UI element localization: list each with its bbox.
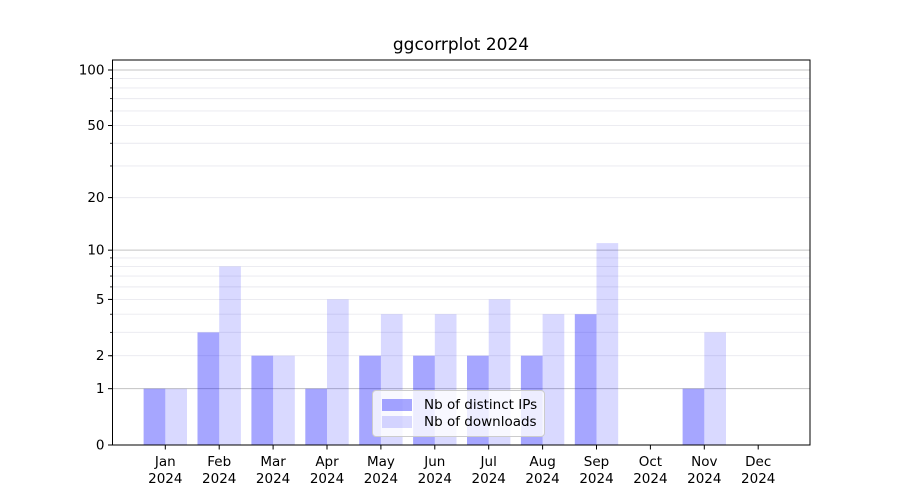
x-axis-labels: Jan2024Feb2024Mar2024Apr2024May2024Jun20… bbox=[148, 454, 775, 487]
y-tick-label: 2 bbox=[96, 348, 105, 364]
y-tick-label: 50 bbox=[87, 118, 104, 134]
bar-ips-sep bbox=[574, 314, 597, 445]
x-tick-label-month: Mar bbox=[260, 454, 286, 470]
x-tick-label-month: Apr bbox=[315, 454, 339, 470]
x-tick-label-month: Jul bbox=[480, 454, 497, 470]
gridlines-major bbox=[112, 69, 810, 390]
x-tick-label-month: Nov bbox=[691, 454, 717, 470]
bar-downloads-aug bbox=[542, 314, 565, 445]
y-tick-label: 0 bbox=[96, 438, 105, 454]
legend-swatch-downloads bbox=[382, 416, 412, 428]
x-tick-label-month: Jan bbox=[154, 454, 176, 470]
x-tick-label-month: Dec bbox=[745, 454, 771, 470]
x-tick-label-month: Aug bbox=[529, 454, 555, 470]
x-tick-label-year: 2024 bbox=[148, 471, 182, 487]
y-axis-ticks bbox=[108, 69, 113, 446]
legend-item-distinct-ips: Nb of distinct IPs bbox=[382, 397, 538, 413]
bar-ips-nov bbox=[682, 388, 705, 445]
bar-ips-feb bbox=[197, 332, 220, 445]
gridlines-minor bbox=[112, 78, 810, 357]
plot-frame bbox=[112, 59, 811, 446]
y-tick-label: 1 bbox=[96, 381, 105, 397]
bar-downloads-mar bbox=[273, 355, 295, 445]
x-tick-label-month: Feb bbox=[207, 454, 231, 470]
y-tick-label: 20 bbox=[87, 190, 104, 206]
legend-swatch-distinct-ips bbox=[382, 399, 412, 411]
x-tick-label-year: 2024 bbox=[579, 471, 613, 487]
x-tick-label-year: 2024 bbox=[687, 471, 721, 487]
bar-ips-jan bbox=[143, 388, 166, 445]
y-tick-label: 100 bbox=[79, 63, 105, 79]
y-tick-label: 5 bbox=[96, 292, 105, 308]
x-tick-label-year: 2024 bbox=[418, 471, 452, 487]
x-tick-label-year: 2024 bbox=[741, 471, 775, 487]
bar-ips-mar bbox=[251, 355, 274, 445]
x-tick-label-month: Jun bbox=[423, 454, 445, 470]
x-tick-label-year: 2024 bbox=[202, 471, 236, 487]
x-axis-ticks bbox=[164, 445, 759, 450]
bar-downloads-apr bbox=[327, 299, 349, 445]
x-tick-label-year: 2024 bbox=[364, 471, 398, 487]
bar-ips-apr bbox=[305, 388, 327, 445]
x-tick-label-year: 2024 bbox=[633, 471, 667, 487]
x-tick-label-year: 2024 bbox=[256, 471, 290, 487]
x-tick-label-year: 2024 bbox=[525, 471, 559, 487]
legend-label-distinct-ips: Nb of distinct IPs bbox=[424, 397, 538, 413]
y-axis-labels: 0 1 2 5 10 20 50 100 bbox=[79, 63, 105, 454]
x-tick-label-year: 2024 bbox=[310, 471, 344, 487]
legend-item-downloads: Nb of downloads bbox=[382, 414, 537, 430]
bar-downloads-nov bbox=[704, 332, 726, 445]
x-tick-label-year: 2024 bbox=[472, 471, 506, 487]
legend: Nb of distinct IPs Nb of downloads bbox=[372, 390, 545, 437]
bar-downloads-feb bbox=[219, 266, 241, 445]
x-tick-label-month: May bbox=[367, 454, 395, 470]
x-tick-label-month: Sep bbox=[584, 454, 609, 470]
x-tick-label-month: Oct bbox=[639, 454, 662, 470]
bar-downloads-jan bbox=[165, 388, 187, 445]
chart-title: ggcorrplot 2024 bbox=[392, 35, 530, 55]
legend-label-downloads: Nb of downloads bbox=[424, 414, 537, 430]
bar-downloads-sep bbox=[596, 243, 619, 445]
y-tick-label: 10 bbox=[87, 243, 104, 259]
